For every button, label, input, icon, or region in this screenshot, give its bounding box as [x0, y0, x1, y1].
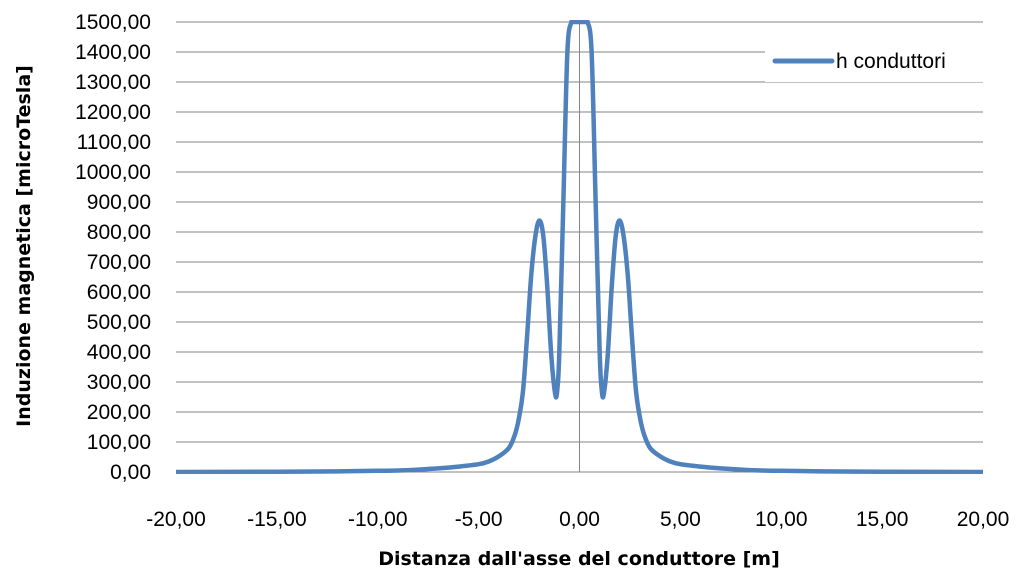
y-tick-label: 100,00 [87, 431, 151, 454]
y-tick-label: 300,00 [87, 371, 151, 394]
y-tick-label: 1200,00 [75, 101, 151, 124]
x-tick-labels: -20,00 -15,00 -10,00 -5,00 0,00 5,00 10,00 15,0… [146, 508, 1009, 531]
series-line-0 [176, 20, 983, 474]
x-tick-label: 15,00 [856, 508, 909, 531]
x-tick-label: -10,00 [348, 508, 408, 531]
y-tick-label: 500,00 [87, 311, 151, 334]
y-tick-label: 0,00 [110, 461, 151, 484]
y-tick-label: 1400,00 [75, 41, 151, 64]
y-tick-label: 600,00 [87, 281, 151, 304]
y-tick-label: 400,00 [87, 341, 151, 364]
y-tick-label: 1300,00 [75, 71, 151, 94]
y-tick-label: 800,00 [87, 221, 151, 244]
legend-series-label: h conduttori [836, 50, 946, 73]
x-axis-title: Distanza dall'asse del conduttore [m] [378, 548, 780, 570]
x-tick-label: -5,00 [455, 508, 503, 531]
y-tick-label: 1000,00 [75, 161, 151, 184]
y-tick-label: 200,00 [87, 401, 151, 424]
y-tick-labels: 0,00 100,00 200,00 300,00 400,00 500,00 600,00… [75, 11, 151, 484]
legend: h conduttori [765, 44, 983, 82]
x-tick-label: 10,00 [755, 508, 808, 531]
y-tick-label: 1500,00 [75, 11, 151, 34]
y-tick-label: 900,00 [87, 191, 151, 214]
series-layer [176, 20, 983, 474]
y-axis-title: Induzione magnetica [microTesla] [13, 65, 35, 427]
y-tick-label: 700,00 [87, 251, 151, 274]
x-tick-label: -15,00 [247, 508, 307, 531]
x-tick-label: 20,00 [957, 508, 1010, 531]
y-tick-label: 1100,00 [77, 131, 151, 154]
x-tick-label: 0,00 [559, 508, 600, 531]
x-tick-label: -20,00 [146, 508, 206, 531]
x-tick-label: 5,00 [660, 508, 701, 531]
